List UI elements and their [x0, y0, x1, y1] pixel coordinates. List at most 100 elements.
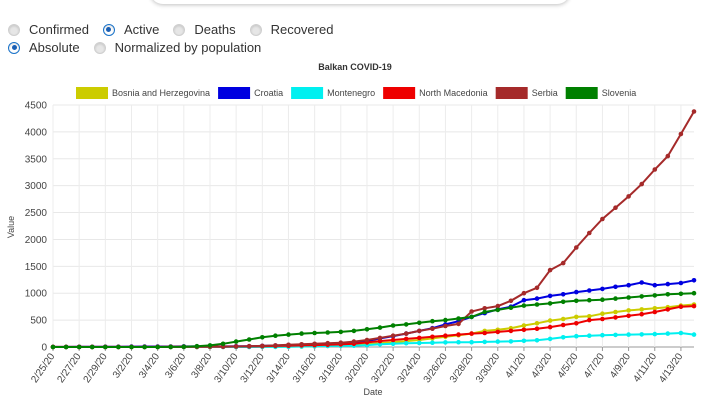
data-point: [600, 297, 605, 303]
legend-label: Slovenia: [602, 88, 637, 98]
data-point: [456, 339, 461, 345]
radio-recovered[interactable]: Recovered: [249, 22, 333, 37]
data-point: [351, 328, 357, 334]
data-point: [364, 337, 370, 343]
data-point: [482, 309, 488, 315]
data-point: [338, 329, 344, 335]
x-tick-label: 4/9/20: [608, 351, 633, 380]
data-point: [116, 344, 121, 350]
y-tick-label: 2500: [25, 208, 48, 219]
data-point: [613, 309, 618, 315]
scale-radio-group: Absolute Normalized by population: [8, 40, 275, 55]
data-point: [560, 335, 566, 340]
data-point: [430, 334, 435, 340]
data-point: [194, 343, 200, 349]
legend-item[interactable]: Croatia: [218, 87, 283, 99]
data-point: [403, 331, 409, 336]
x-tick-label: 4/1/20: [503, 351, 528, 380]
x-tick-label: 3/28/20: [448, 351, 476, 385]
x-tick-label: 3/12/20: [239, 351, 267, 385]
data-point: [246, 337, 252, 342]
radio-deaths-label: Deaths: [194, 22, 236, 37]
radio-recovered-dot[interactable]: [249, 23, 262, 36]
legend-label: Montenegro: [327, 88, 375, 98]
legend-item[interactable]: Serbia: [495, 87, 558, 99]
legend-item[interactable]: Montenegro: [291, 87, 375, 99]
radio-deaths[interactable]: Deaths: [173, 22, 236, 37]
metric-radio-group: Confirmed Active Deaths Recovered: [8, 22, 347, 37]
data-point: [534, 302, 540, 307]
data-point: [665, 292, 671, 297]
radio-absolute[interactable]: Absolute: [8, 40, 80, 55]
data-point: [534, 338, 540, 343]
data-point: [678, 304, 684, 310]
x-tick-label: 3/4/20: [137, 351, 162, 380]
radio-deaths-dot[interactable]: [173, 23, 186, 36]
radio-active[interactable]: Active: [102, 22, 159, 37]
legend-swatch: [383, 87, 416, 99]
data-point: [390, 323, 396, 328]
data-point: [469, 339, 474, 345]
x-tick-label: 4/11/20: [631, 351, 659, 384]
data-point: [325, 330, 331, 335]
data-point: [574, 289, 579, 295]
data-point: [521, 327, 527, 333]
x-tick-label: 3/6/20: [163, 351, 188, 380]
x-tick-label: 4/7/20: [582, 351, 607, 380]
data-point: [613, 332, 618, 338]
data-point: [626, 194, 631, 199]
data-point: [273, 333, 278, 339]
y-tick-label: 4500: [25, 101, 48, 112]
data-point: [678, 131, 684, 137]
data-point: [403, 336, 409, 342]
data-point: [521, 338, 527, 344]
data-point: [89, 344, 95, 350]
radio-normalized-dot[interactable]: [93, 41, 106, 54]
data-point: [377, 325, 383, 330]
data-point: [547, 324, 553, 330]
radio-confirmed[interactable]: Confirmed: [8, 22, 89, 37]
legend-item[interactable]: Slovenia: [565, 87, 637, 99]
data-point: [587, 314, 592, 319]
legend-item[interactable]: North Macedonia: [383, 87, 488, 99]
data-point: [600, 316, 605, 322]
data-point: [639, 280, 644, 285]
legend-item[interactable]: Bosnia and Herzegovina: [76, 87, 210, 99]
data-point: [495, 339, 501, 344]
data-point: [469, 331, 474, 336]
data-point: [430, 318, 435, 324]
x-tick-label: 3/24/20: [396, 351, 424, 385]
x-tick-label: 2/25/20: [29, 351, 57, 385]
data-point: [678, 291, 684, 297]
data-point: [377, 338, 383, 344]
radio-active-dot[interactable]: [102, 23, 115, 36]
data-point: [639, 332, 644, 337]
data-point: [626, 308, 631, 313]
data-point: [495, 329, 501, 335]
data-point: [456, 321, 461, 327]
x-axis: 2/25/202/27/202/29/20 3/2/20 3/4/20 3/6/20 3…: [29, 347, 686, 385]
data-point: [652, 309, 658, 315]
data-point: [443, 333, 448, 339]
radio-absolute-dot[interactable]: [8, 41, 20, 54]
data-point: [443, 340, 448, 345]
data-point: [325, 340, 331, 346]
data-point: [299, 331, 304, 336]
data-point: [560, 299, 566, 305]
radio-confirmed-dot[interactable]: [8, 23, 20, 36]
chart-legend[interactable]: Bosnia and Herzegovina Croatia Montenegro N…: [76, 87, 636, 99]
data-point: [390, 341, 396, 347]
data-point: [587, 297, 592, 303]
legend-label: Bosnia and Herzegovina: [112, 88, 210, 98]
radio-normalized[interactable]: Normalized by population: [93, 40, 261, 55]
data-point: [587, 333, 592, 339]
y-tick-label: 3500: [25, 154, 48, 165]
data-point: [678, 330, 684, 336]
data-point: [652, 167, 658, 172]
x-axis-label: Date: [363, 387, 382, 397]
data-point: [574, 333, 579, 339]
data-point: [168, 344, 173, 350]
data-point: [574, 314, 579, 320]
x-tick-label: 3/18/20: [317, 351, 345, 385]
data-point: [560, 316, 566, 322]
